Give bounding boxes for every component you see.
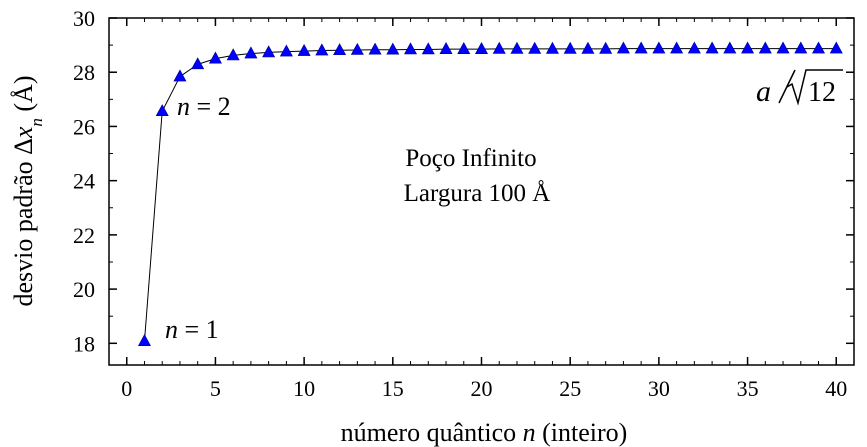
data-point-marker [581, 41, 595, 54]
data-point-marker [404, 42, 418, 55]
y-tick-label: 22 [73, 223, 95, 248]
data-point-marker [794, 41, 808, 54]
data-point-marker [492, 41, 506, 54]
data-point-marker [510, 41, 524, 54]
data-point-marker [528, 41, 542, 54]
data-point-marker [687, 41, 701, 54]
data-point-marker [670, 41, 684, 54]
data-point-marker [368, 42, 382, 55]
x-tick-label: 40 [825, 376, 847, 401]
data-point-marker [563, 41, 577, 54]
square-root-icon [786, 69, 843, 106]
annotation-limit: a 12 [756, 69, 843, 108]
data-point-marker [723, 41, 737, 54]
data-point-marker [599, 41, 613, 54]
y-tick-label: 28 [73, 60, 95, 85]
y-tick-label: 20 [73, 277, 95, 302]
data-point-marker [279, 44, 293, 57]
data-point-marker [758, 41, 772, 54]
data-point-marker [776, 41, 790, 54]
box-title-line2: Largura 100 Å [404, 180, 551, 207]
data-point-marker [297, 43, 311, 56]
x-tick-label: 25 [559, 376, 581, 401]
x-tick-label: 10 [293, 376, 315, 401]
data-point-marker [191, 57, 205, 70]
data-point-marker [421, 42, 435, 55]
data-point-marker [350, 42, 364, 55]
annotation-n1: n = 1 [165, 315, 219, 344]
data-point-marker [616, 41, 630, 54]
x-tick-label: 5 [210, 376, 221, 401]
data-point-marker [155, 104, 169, 117]
x-axis-label: número quântico n (inteiro) [341, 418, 628, 447]
y-axis-label: desvio padrão Δxn (Å) [9, 76, 46, 307]
data-point-marker [652, 41, 666, 54]
data-point-marker [634, 41, 648, 54]
data-point-marker [333, 43, 347, 56]
data-point-marker [439, 42, 453, 54]
limit-variable: a [756, 75, 771, 108]
box-title-line1: Poço Infinito [405, 145, 536, 172]
y-tick-labels: 18 20 22 24 26 28 30 [73, 6, 95, 356]
y-tick-label: 30 [73, 6, 95, 31]
data-point-marker [262, 45, 276, 58]
data-point-marker [741, 41, 755, 54]
data-point-marker [545, 41, 559, 54]
data-point-marker [812, 41, 826, 54]
y-tick-label: 18 [73, 331, 95, 356]
annotation-n2: n = 2 [177, 92, 231, 121]
y-tick-label: 26 [73, 114, 95, 139]
x-tick-label: 0 [121, 376, 132, 401]
data-point-marker [474, 42, 489, 54]
series-line [143, 48, 837, 342]
data-point-marker [829, 41, 843, 54]
data-point-marker [208, 51, 222, 64]
data-point-marker [226, 48, 240, 61]
data-point-marker [137, 334, 151, 346]
limit-value: 12 [808, 77, 836, 108]
data-point-marker [457, 42, 471, 54]
data-point-marker [244, 46, 258, 59]
x-tick-label: 35 [737, 376, 759, 401]
axis-ticks [108, 17, 855, 365]
data-point-marker [173, 69, 187, 82]
x-tick-label: 30 [648, 376, 670, 401]
x-tick-label: 15 [382, 376, 404, 401]
data-point-marker [705, 41, 719, 54]
data-point-marker [315, 43, 329, 56]
data-point-marker [386, 42, 400, 55]
x-tick-labels: 0 5 10 15 20 25 30 35 40 [121, 376, 847, 401]
x-tick-label: 20 [471, 376, 493, 401]
data-points [137, 41, 843, 346]
y-tick-label: 24 [73, 169, 95, 194]
